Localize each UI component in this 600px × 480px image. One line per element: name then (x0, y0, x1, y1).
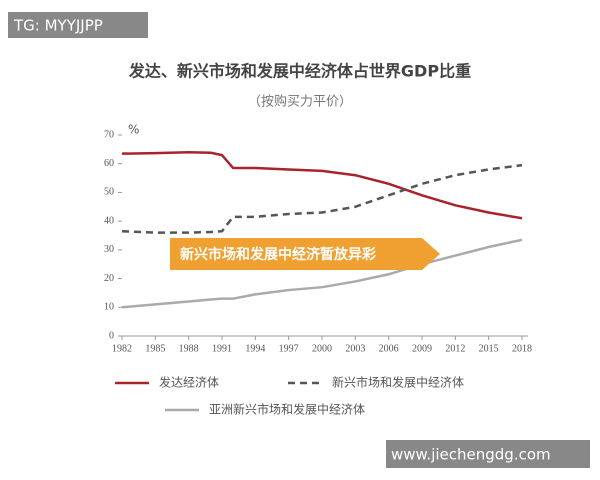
y-tick-label: 70 (104, 129, 114, 140)
watermark-box (386, 440, 590, 468)
legend-label: 新兴市场和发展中经济体 (332, 375, 464, 390)
line-series (121, 163, 523, 234)
callout (170, 238, 440, 270)
x-tick-label: 1985 (145, 343, 165, 354)
legend-label: 亚洲新兴市场和发展中经济体 (209, 402, 365, 417)
x-tick-label: 1994 (245, 343, 265, 354)
legend-label: 发达经济体 (159, 375, 219, 390)
x-tick-label: 1982 (112, 343, 132, 354)
x-tick-label: 2003 (345, 343, 365, 354)
chart-subtitle: （按购买力平价） (248, 94, 352, 110)
y-tick-label: 60 (104, 158, 114, 169)
x-tick-label: 2009 (412, 343, 432, 354)
x-tick-label: 2012 (445, 343, 465, 354)
y-tick-label: 30 (104, 244, 114, 255)
watermark-box (8, 12, 148, 38)
line-series (121, 150, 523, 220)
y-tick-label: 20 (104, 273, 114, 284)
y-tick-label: 50 (104, 187, 114, 198)
annotation: 新兴市场和发展中经济暂放异彩 (180, 246, 376, 263)
chart-title: 发达、新兴市场和发展中经济体占世界GDP比重 (128, 62, 471, 81)
y-tick-label: 0 (109, 330, 114, 341)
x-tick-label: 2015 (479, 343, 499, 354)
x-tick-label: 1997 (279, 343, 299, 354)
line-series (121, 238, 523, 309)
watermark: TG: MYYJJPP (13, 17, 103, 35)
x-tick-label: 1991 (212, 343, 232, 354)
x-tick-label: 2000 (312, 343, 332, 354)
y-tick-label: 10 (104, 302, 114, 313)
x-tick-label: 1988 (179, 343, 199, 354)
x-tick-label: 2018 (512, 343, 532, 354)
y-axis-label: % (128, 123, 139, 137)
watermark: www.jiechengdg.com (391, 446, 551, 464)
y-tick-label: 40 (104, 215, 114, 226)
x-tick-label: 2006 (379, 343, 399, 354)
